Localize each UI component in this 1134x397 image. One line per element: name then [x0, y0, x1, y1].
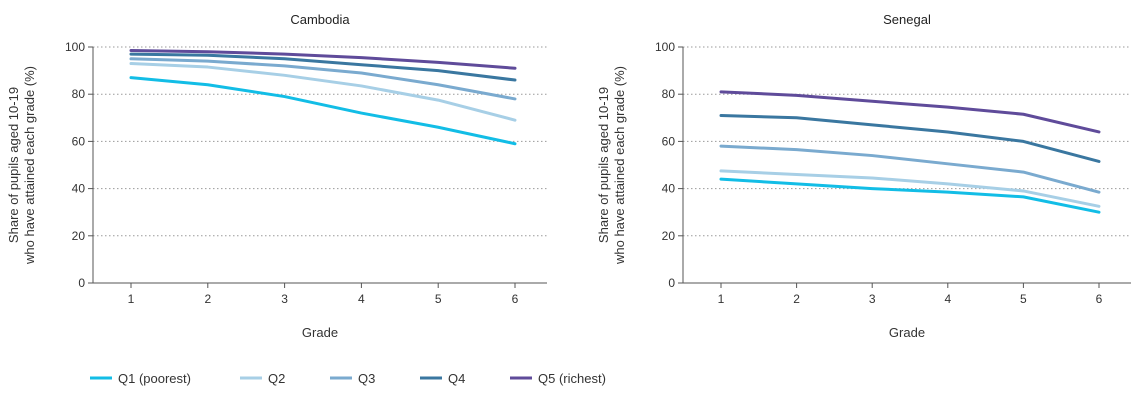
- legend-label-q4: Q4: [448, 371, 465, 386]
- senegal-series-line-q2: [719, 169, 1101, 208]
- cambodia-y-tick-label-80: 80: [72, 87, 86, 101]
- cambodia-x-tick-label-3: 3: [281, 292, 288, 306]
- senegal-x-tick-label-4: 4: [944, 292, 951, 306]
- legend-label-q5: Q5 (richest): [538, 371, 606, 386]
- senegal-y-tick-label-40: 40: [662, 182, 676, 196]
- cambodia-x-tick-label-2: 2: [204, 292, 211, 306]
- cambodia-y-tick-label-20: 20: [72, 229, 86, 243]
- cambodia-x-tick-label-6: 6: [512, 292, 519, 306]
- senegal-chart-title: Senegal: [883, 12, 931, 27]
- senegal-x-axis-title: Grade: [889, 325, 925, 340]
- cambodia-y-tick-label-100: 100: [65, 40, 85, 54]
- senegal-x-tick-label-5: 5: [1020, 292, 1027, 306]
- senegal-series-line-q4: [719, 113, 1101, 163]
- cambodia-series-line-q2: [129, 62, 517, 122]
- cambodia-x-axis-title: Grade: [302, 325, 338, 340]
- cambodia-y-axis-title-line-2: who have attained each grade (%): [22, 66, 37, 265]
- cambodia-x-tick-label-4: 4: [358, 292, 365, 306]
- cambodia-series-line-q3: [129, 57, 517, 101]
- senegal-y-tick-label-100: 100: [655, 40, 675, 54]
- cambodia-series-line-q1: [129, 76, 517, 146]
- legend-label-q1: Q1 (poorest): [118, 371, 191, 386]
- senegal-x-tick-label-2: 2: [793, 292, 800, 306]
- cambodia-y-tick-label-60: 60: [72, 134, 86, 148]
- senegal-x-tick-label-6: 6: [1096, 292, 1103, 306]
- senegal-y-tick-label-20: 20: [662, 229, 676, 243]
- cambodia-series-line-q4: [129, 52, 517, 82]
- senegal-x-tick-label-3: 3: [869, 292, 876, 306]
- cambodia-x-tick-label-5: 5: [435, 292, 442, 306]
- senegal-x-tick-label-1: 1: [718, 292, 725, 306]
- cambodia-y-tick-label-40: 40: [72, 182, 86, 196]
- senegal-y-axis-title-line-2: who have attained each grade (%): [612, 66, 627, 265]
- cambodia-y-tick-label-0: 0: [78, 276, 85, 290]
- legend-label-q2: Q2: [268, 371, 285, 386]
- legend-label-q3: Q3: [358, 371, 375, 386]
- cambodia-chart-title: Cambodia: [290, 12, 350, 27]
- cambodia-y-axis-title-line-1: Share of pupils aged 10-19: [6, 87, 21, 243]
- senegal-series-line-q5: [719, 90, 1101, 134]
- cambodia-x-tick-label-1: 1: [128, 292, 135, 306]
- senegal-y-axis-title-line-1: Share of pupils aged 10-19: [596, 87, 611, 243]
- senegal-y-tick-label-0: 0: [668, 276, 675, 290]
- senegal-series-line-q3: [719, 144, 1101, 194]
- senegal-y-tick-label-80: 80: [662, 87, 676, 101]
- senegal-y-tick-label-60: 60: [662, 134, 676, 148]
- cambodia-series-line-q5: [129, 49, 517, 70]
- senegal-series-line-q1: [719, 177, 1101, 214]
